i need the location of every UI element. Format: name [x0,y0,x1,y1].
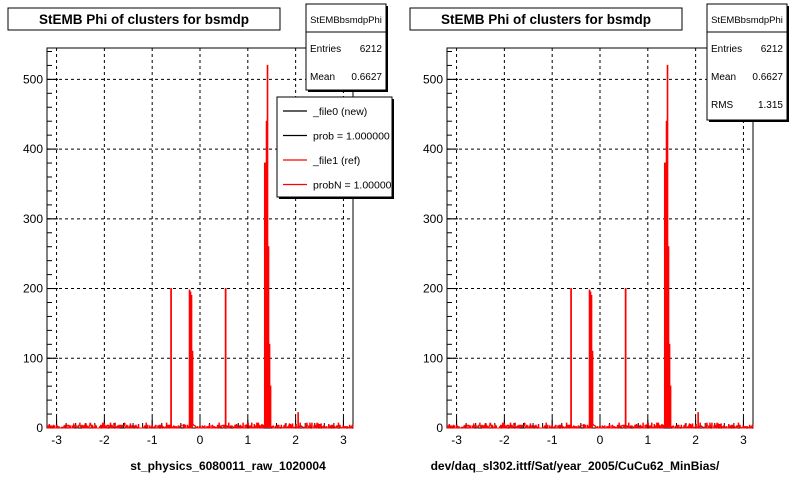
x-tick-label: 3 [740,433,747,447]
y-tick-label: 500 [23,72,43,86]
x-tick-label: -2 [99,433,110,447]
histogram-series-line [47,64,354,429]
histogram-panel-1: -3 -2 -1 0 1 2 3 0 100 200 300 400 500 StEMB Phi of c… [7,3,398,473]
histogram-panel-2: -3 -2 -1 0 1 2 3 0 100 200 300 400 500 StEMB Phi of c… [409,3,789,473]
title-box [409,7,683,31]
stats-label: Entries [310,44,341,55]
x-tick-label: -2 [499,433,510,447]
chart-title: StEMB Phi of clusters for bsmdp [39,12,249,27]
y-tick-label: 400 [423,142,443,156]
stats-label: Mean [310,72,335,83]
chart-title: StEMB Phi of clusters for bsmdp [441,12,651,27]
legend-label: prob = 1.000000 [313,131,390,143]
x-tick-label: 2 [692,433,699,447]
x-tick-label: -1 [147,433,158,447]
stats-value: 0.6627 [351,72,382,83]
legend-entries: _file0 (new) prob = 1.000000 _file1 (ref) p… [283,106,398,192]
histogram-series-line [447,64,754,429]
y-tick-label: 500 [423,72,443,86]
y-tick-label: 300 [23,212,43,226]
stats-value: 0.6627 [752,72,783,83]
stats-box [706,3,788,121]
y-tick-label: 300 [423,212,443,226]
legend-label: _file0 (new) [312,106,367,118]
y-tick-label: 400 [23,142,43,156]
x-tick-label: -3 [51,433,62,447]
x-tick-label: -3 [451,433,462,447]
x-tick-label: 1 [644,433,651,447]
stats-value: 1.315 [758,100,783,111]
stats-name: StEMBbsmdpPhi [711,15,783,26]
x-tick-label: 0 [197,433,204,447]
x-axis-label: st_physics_6080011_raw_1020004 [130,459,326,473]
stats-value: 6212 [761,44,784,55]
x-tick-label: 2 [292,433,299,447]
stats-name: StEMBbsmdpPhi [310,15,382,26]
x-tick-label: -1 [547,433,558,447]
y-tick-label: 0 [436,421,443,435]
legend-label: probN = 1.000000 [313,180,398,192]
x-tick-label: 0 [597,433,604,447]
plot-frame [446,47,754,429]
x-tick-label: 1 [244,433,251,447]
y-tick-label: 200 [423,282,443,296]
stats-label: Entries [711,44,742,55]
legend-box [276,96,393,198]
x-axis-label: dev/daq_sl302.ittf/Sat/year_2005/CuCu62_… [431,459,720,473]
y-tick-label: 0 [36,421,43,435]
y-tick-label: 100 [23,351,43,365]
x-tick-label: 3 [340,433,347,447]
stats-value: 6212 [360,44,383,55]
stats-label: Mean [711,72,736,83]
y-tick-label: 100 [423,351,443,365]
y-tick-label: 200 [23,282,43,296]
stats-box [305,3,387,91]
stats-label: RMS [711,100,734,111]
legend-label: _file1 (ref) [312,155,360,167]
title-box [7,7,281,31]
